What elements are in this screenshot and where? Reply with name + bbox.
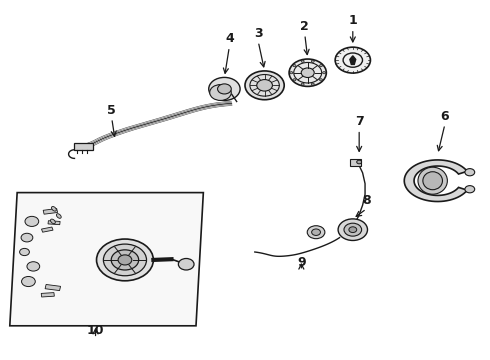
Text: 6: 6 <box>441 110 449 123</box>
Circle shape <box>22 276 35 287</box>
Circle shape <box>319 79 322 81</box>
Bar <box>48 221 60 225</box>
Circle shape <box>357 160 362 164</box>
Circle shape <box>301 83 304 85</box>
Text: 4: 4 <box>225 32 234 45</box>
Circle shape <box>293 79 296 81</box>
Circle shape <box>301 60 304 62</box>
Circle shape <box>301 68 314 77</box>
Circle shape <box>289 59 326 86</box>
Circle shape <box>218 84 231 94</box>
Circle shape <box>178 258 194 270</box>
Circle shape <box>210 85 231 100</box>
Bar <box>350 159 361 166</box>
Circle shape <box>103 244 147 276</box>
Circle shape <box>290 72 293 74</box>
Polygon shape <box>350 56 356 64</box>
Text: 9: 9 <box>297 256 306 269</box>
Bar <box>41 293 54 297</box>
Polygon shape <box>404 160 467 202</box>
Circle shape <box>111 250 139 270</box>
Circle shape <box>344 223 362 236</box>
Circle shape <box>465 186 475 193</box>
Circle shape <box>20 248 29 256</box>
Bar <box>42 227 53 232</box>
Text: 10: 10 <box>87 324 104 337</box>
Circle shape <box>21 233 33 242</box>
Bar <box>74 143 93 150</box>
Circle shape <box>257 80 272 91</box>
Ellipse shape <box>418 167 447 194</box>
Bar <box>45 284 61 291</box>
Circle shape <box>27 262 40 271</box>
Circle shape <box>311 83 314 85</box>
Circle shape <box>312 229 320 235</box>
Circle shape <box>338 219 368 240</box>
Circle shape <box>311 60 314 62</box>
Ellipse shape <box>51 207 56 211</box>
Text: 7: 7 <box>355 115 364 128</box>
Text: 5: 5 <box>107 104 116 117</box>
Circle shape <box>307 226 325 239</box>
Circle shape <box>322 72 325 74</box>
Text: 1: 1 <box>348 14 357 27</box>
Circle shape <box>97 239 153 281</box>
Ellipse shape <box>56 214 61 218</box>
Bar <box>43 208 58 214</box>
Text: 2: 2 <box>300 20 309 33</box>
Circle shape <box>209 77 240 100</box>
Circle shape <box>25 216 39 226</box>
Ellipse shape <box>423 172 442 190</box>
Circle shape <box>245 71 284 100</box>
Circle shape <box>293 64 296 67</box>
Circle shape <box>118 255 132 265</box>
Circle shape <box>319 64 322 67</box>
Ellipse shape <box>50 219 55 224</box>
Circle shape <box>335 47 370 73</box>
Circle shape <box>349 227 357 233</box>
Text: 8: 8 <box>362 194 371 207</box>
Polygon shape <box>10 193 203 326</box>
Text: 3: 3 <box>254 27 263 40</box>
Circle shape <box>465 168 475 176</box>
